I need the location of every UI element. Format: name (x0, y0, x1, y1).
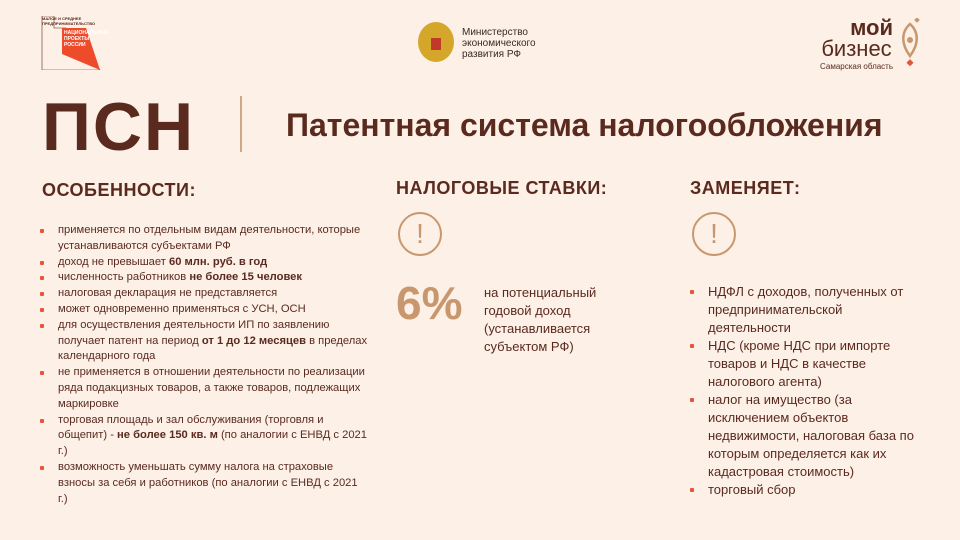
list-item: торговый сбор (688, 481, 918, 499)
list-item: для осуществления деятельности ИП по зая… (38, 318, 368, 365)
item-text: применяется по отдельным видам деятельно… (58, 224, 361, 252)
page-title: Патентная система налогообложения (286, 107, 883, 143)
national-projects-logo: МАЛОЕ И СРЕДНЕЕ ПРЕДПРИНИМАТЕЛЬСТВО НАЦИ… (40, 16, 109, 70)
item-text: в пределах календарного года (58, 334, 368, 363)
list-item: налоговая декларация не представляется (38, 286, 368, 302)
item-text: торговая площадь и зал обслуживания (тор… (58, 413, 324, 442)
replaces-heading: ЗАМЕНЯЕТ: (690, 178, 801, 198)
list-item: не применяется в отношении деятельности … (38, 365, 368, 412)
list-item: НДС (кроме НДС при импорте товаров и НДС… (688, 337, 918, 391)
item-text: налоговая декларация не представляется (58, 287, 278, 300)
item-text: численность работников (58, 271, 190, 284)
item-text: (по аналогии с ЕНВД с 2021 г.) (58, 429, 367, 458)
item-text: не более 150 кв. м (117, 429, 218, 442)
list-item: возможность уменьшать сумму налога на ст… (38, 460, 368, 507)
abbreviation: ПСН (42, 89, 196, 165)
ministry-logo: Министерство экономического развития РФ (416, 18, 536, 68)
list-item: торговая площадь и зал обслуживания (тор… (38, 413, 368, 460)
rate-description: на потенциальный годовой доход (устанавл… (484, 285, 597, 354)
list-item: может одновременно применяться с УСН, ОС… (38, 302, 368, 318)
item-text: доход не превышает (58, 255, 169, 268)
item-text: 60 млн. руб. в год (168, 255, 268, 268)
moy-biznes-logo: мой бизнес Самарская область (820, 17, 921, 71)
item-text: может одновременно применяться с УСН, ОС… (58, 302, 306, 315)
item-text: не применяется в отношении деятельности … (58, 366, 365, 410)
list-item: налог на имущество (за исключением объек… (688, 391, 918, 481)
exclamation-circle-icon: ! (692, 212, 736, 256)
replaces-list: НДФЛ с доходов, полученных от предприним… (688, 283, 918, 499)
divider (240, 96, 242, 152)
coat-of-arms-icon (418, 22, 454, 62)
rate-value: 6% (396, 277, 463, 329)
list-item: доход не превышает 60 млн. руб. в год (38, 255, 368, 271)
exclamation-circle-icon: ! (398, 212, 442, 256)
pin-icon (902, 18, 920, 67)
rates-heading: НАЛОГОВЫЕ СТАВКИ: (396, 178, 608, 198)
item-text: возможность уменьшать сумму налога на ст… (58, 460, 358, 505)
list-item: численность работников не более 15 челов… (38, 270, 368, 286)
features-list: применяется по отдельным видам деятельно… (38, 223, 368, 507)
features-heading: ОСОБЕННОСТИ: (42, 180, 196, 200)
item-text: не более 15 человек (189, 271, 303, 284)
item-text: от 1 до 12 месяцев (201, 334, 306, 347)
item-text: для осуществления деятельности ИП по зая… (58, 318, 330, 347)
list-item: применяется по отдельным видам деятельно… (38, 223, 368, 255)
list-item: НДФЛ с доходов, полученных от предприним… (688, 283, 918, 337)
